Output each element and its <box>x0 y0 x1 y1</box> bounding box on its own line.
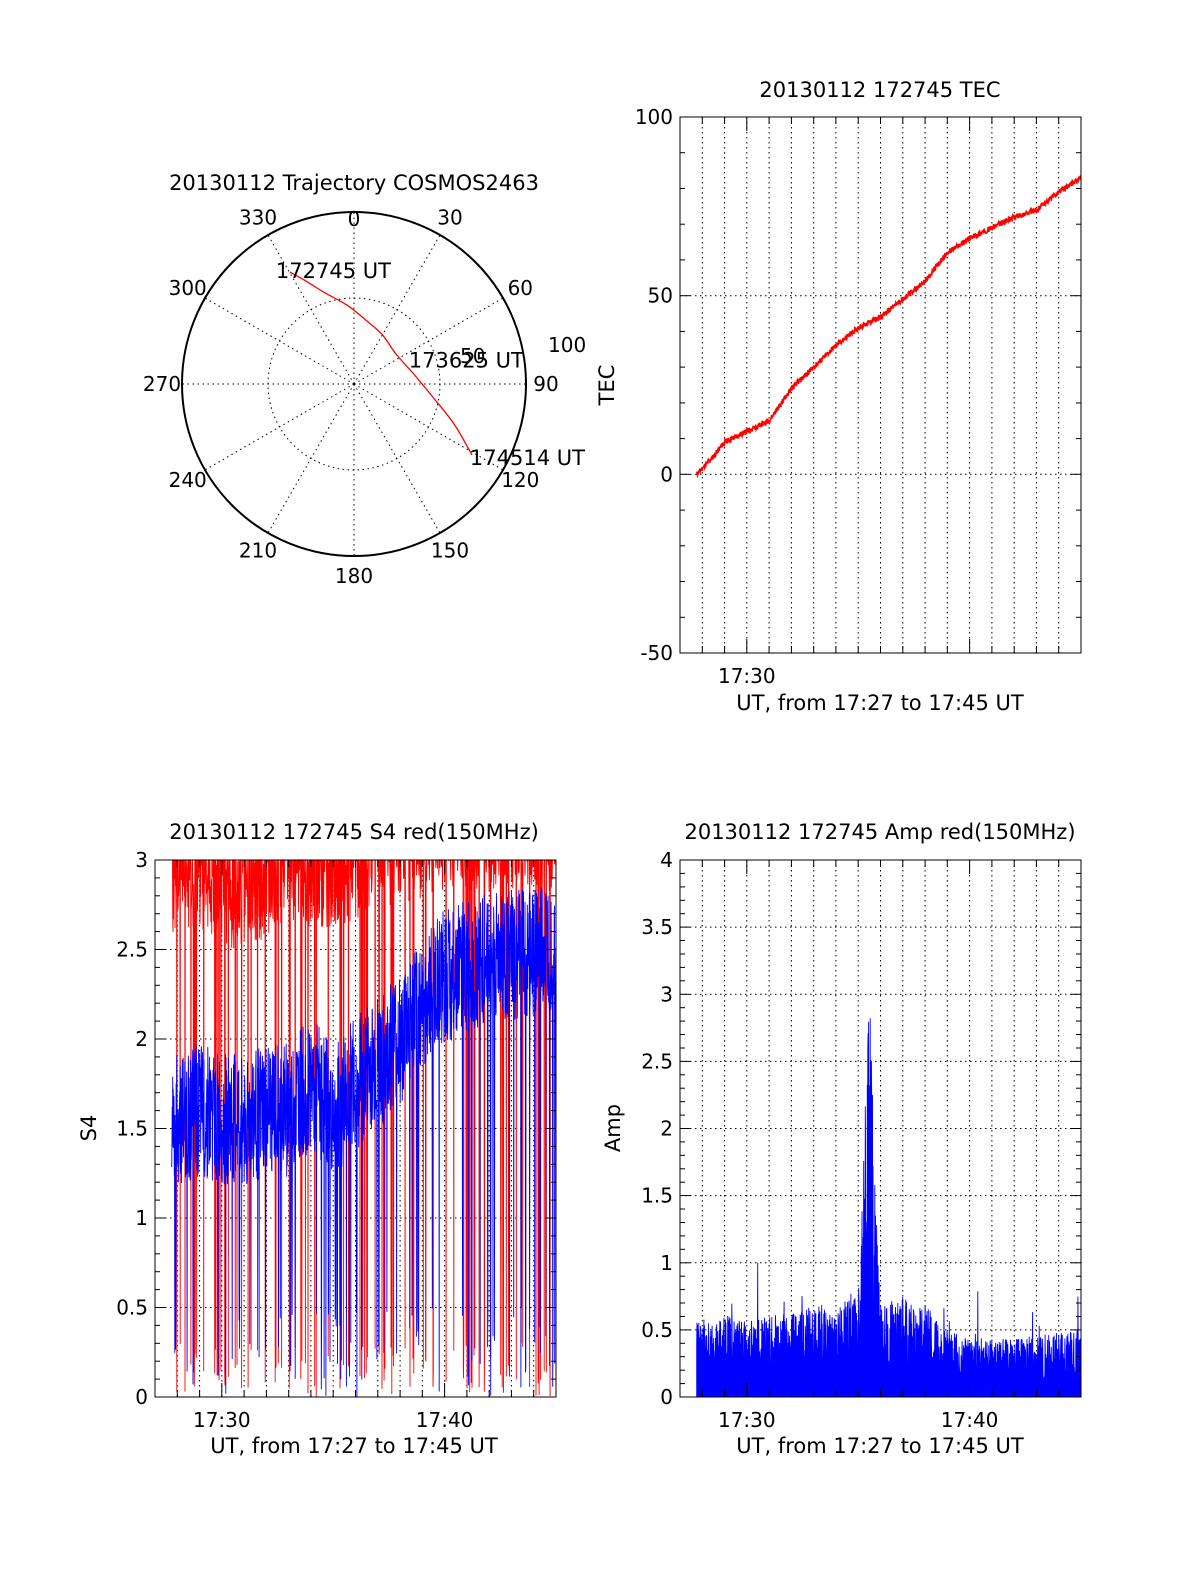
x-tick-label: 17:30 <box>193 1408 251 1432</box>
amp-x-label: UT, from 17:27 to 17:45 UT <box>736 1434 1024 1458</box>
polar-azimuth-label: 270 <box>143 372 181 396</box>
polar-spokes <box>182 212 526 556</box>
s4-x-label: UT, from 17:27 to 17:45 UT <box>210 1434 498 1458</box>
polar-spoke <box>353 297 504 385</box>
y-tick-label: 2.5 <box>641 1049 673 1073</box>
polar-azimuth-label: 120 <box>501 468 539 492</box>
polar-azimuth-labels: 0 30 60 90 120 150 180 210 240 270 300 330 <box>143 206 559 588</box>
amp-series <box>696 1018 1082 1397</box>
polar-azimuth-label: 180 <box>335 564 373 588</box>
tec-panel: 20130112 172745 TEC 17:30 -50 0 50 100 UT, … <box>595 78 1082 715</box>
y-tick-label: 0 <box>135 1385 148 1409</box>
s4-x-ticks: 17:30 17:40 <box>176 860 535 1432</box>
series-line-blue <box>696 1018 1082 1397</box>
polar-spoke <box>267 234 355 385</box>
s4-title: 20130112 172745 S4 red(150MHz) <box>169 820 539 844</box>
trajectory-line <box>289 271 473 456</box>
y-tick-label: 2 <box>660 1117 673 1141</box>
y-tick-label: 3 <box>135 848 148 872</box>
amp-title: 20130112 172745 Amp red(150MHz) <box>684 820 1075 844</box>
polar-spoke <box>267 383 355 534</box>
tec-x-ticks: 17:30 <box>701 117 1060 688</box>
y-tick-label: 0.5 <box>641 1318 673 1342</box>
polar-azimuth-label: 300 <box>169 276 207 300</box>
y-tick-label: 100 <box>635 105 673 129</box>
polar-outer-ring <box>181 211 527 557</box>
tec-x-label: UT, from 17:27 to 17:45 UT <box>736 691 1024 715</box>
s4-y-ticks: 0 0.5 1 1.5 2 2.5 3 <box>116 848 556 1409</box>
polar-azimuth-label: 150 <box>431 538 469 562</box>
polar-azimuth-label: 330 <box>239 206 277 230</box>
series-line-red <box>696 174 1082 479</box>
series-line-blue <box>171 887 557 1397</box>
x-tick-label: 17:40 <box>941 1408 999 1432</box>
s4-y-label: S4 <box>77 1115 101 1142</box>
tec-title: 20130112 172745 TEC <box>759 78 1000 102</box>
trajectory-time-label: 172745 UT <box>276 259 391 283</box>
polar-azimuth-label: 0 <box>348 207 361 231</box>
polar-radial-label-100: 100 <box>548 333 586 357</box>
tec-y-label: TEC <box>595 365 619 407</box>
x-tick-label: 17:30 <box>718 664 776 688</box>
trajectory-time-label: 173625 UT <box>409 348 524 372</box>
polar-azimuth-label: 210 <box>239 538 277 562</box>
trajectory-title: 20130112 Trajectory COSMOS2463 <box>169 171 539 195</box>
polar-spoke <box>353 383 504 471</box>
trajectory-time-label: 174514 UT <box>470 446 585 470</box>
polar-azimuth-label: 90 <box>533 372 558 396</box>
amp-y-label: Amp <box>601 1104 625 1152</box>
y-tick-label: 3.5 <box>641 915 673 939</box>
polar-azimuth-label: 60 <box>508 276 533 300</box>
y-tick-label: 1 <box>135 1206 148 1230</box>
y-tick-label: 0 <box>660 1385 673 1409</box>
y-tick-label: -50 <box>640 641 673 665</box>
polar-radial-label-50: 50 <box>460 344 485 368</box>
s4-panel: 20130112 172745 S4 red(150MHz) 17:30 17:4… <box>77 820 557 1458</box>
polar-spoke <box>353 234 441 385</box>
tec-series <box>696 174 1082 479</box>
trajectory-time-labels: 172745 UT 173625 UT 174514 UT <box>276 259 585 470</box>
y-tick-label: 4 <box>660 848 673 872</box>
amp-y-ticks: 0 0.5 1 1.5 2 2.5 3 3.5 4 <box>641 848 1081 1409</box>
s4-series <box>171 858 557 1398</box>
amp-panel: 20130112 172745 Amp red(150MHz) 17:30 17:… <box>601 820 1082 1458</box>
polar-spoke <box>353 383 441 534</box>
polar-azimuth-label: 30 <box>437 206 462 230</box>
trajectory-polar-panel: 20130112 Trajectory COSMOS2463 0 30 60 90 12… <box>143 171 586 588</box>
y-tick-label: 0.5 <box>116 1296 148 1320</box>
tec-y-grid <box>680 295 1081 475</box>
x-tick-label: 17:40 <box>416 1408 474 1432</box>
y-tick-label: 1.5 <box>641 1184 673 1208</box>
tec-y-ticks: -50 0 50 100 <box>635 105 1081 665</box>
y-tick-label: 3 <box>660 982 673 1006</box>
y-tick-label: 2.5 <box>116 938 148 962</box>
x-tick-label: 17:30 <box>718 1408 776 1432</box>
polar-spoke <box>204 383 355 471</box>
y-tick-label: 1.5 <box>116 1117 148 1141</box>
y-tick-label: 0 <box>660 462 673 486</box>
y-tick-label: 2 <box>135 1027 148 1051</box>
y-tick-label: 50 <box>648 284 673 308</box>
y-tick-label: 1 <box>660 1251 673 1275</box>
polar-azimuth-label: 240 <box>169 468 207 492</box>
amp-x-ticks: 17:30 17:40 <box>701 860 1060 1432</box>
polar-spoke <box>204 297 355 385</box>
amp-y-grid <box>680 926 1081 1331</box>
tec-x-grid <box>701 117 1060 653</box>
